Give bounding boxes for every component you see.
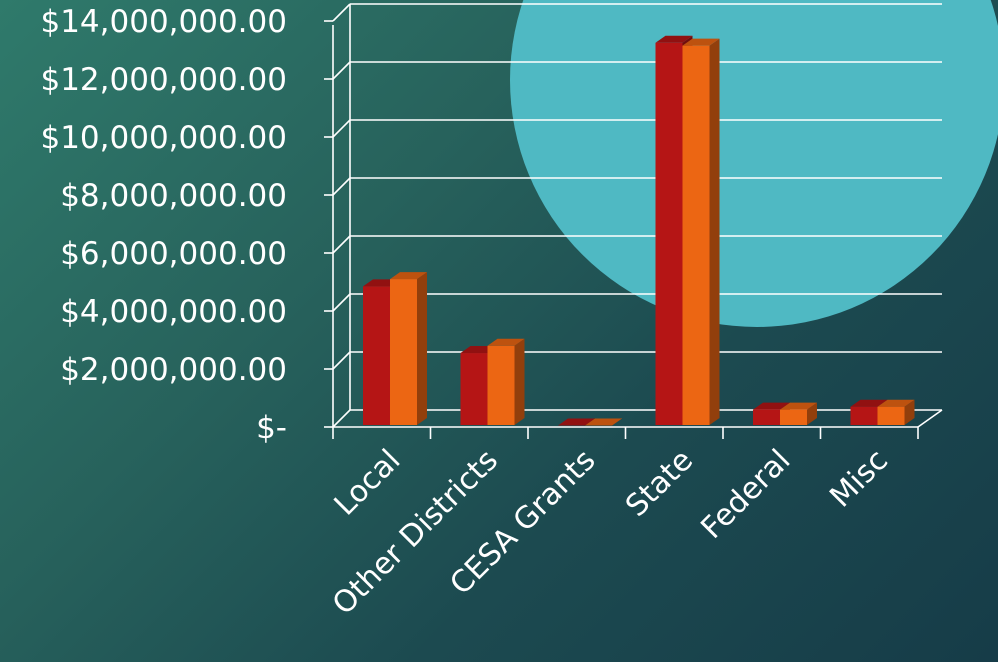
- x-tick-label: Misc: [823, 443, 895, 515]
- bar-front-face: [487, 345, 515, 425]
- bar: [558, 418, 595, 426]
- bar-top-face: [877, 399, 915, 407]
- depth-connector: [332, 3, 351, 22]
- bar-top-face: [487, 338, 525, 346]
- x-tick-label: Federal: [694, 443, 797, 546]
- y-tick-label: $2,000,000.00: [60, 352, 287, 388]
- bar-layer: [363, 35, 915, 426]
- x-tick-label: Local: [328, 443, 408, 523]
- bar: [390, 272, 427, 425]
- bar-side-face: [417, 272, 427, 425]
- bar-side-face: [514, 338, 525, 425]
- bar-top-face: [850, 399, 888, 407]
- bar-front-face: [390, 279, 417, 425]
- y-tick-label: $8,000,000.00: [60, 178, 287, 214]
- y-tick-label: $10,000,000.00: [40, 120, 287, 156]
- bar: [780, 402, 817, 425]
- bar-front-face: [877, 406, 905, 425]
- axis-layer: [324, 3, 943, 439]
- bar: [877, 399, 915, 425]
- x-tick-label: Other Districts: [326, 443, 505, 622]
- bar-side-face: [904, 399, 915, 425]
- bar-front-face: [460, 353, 488, 425]
- bar-front-face: [780, 409, 807, 425]
- bar: [487, 338, 525, 425]
- x-tick-label: State: [619, 443, 700, 524]
- bar-top-face: [655, 35, 693, 43]
- y-tick-label: $12,000,000.00: [40, 62, 287, 98]
- depth-connector: [332, 351, 351, 370]
- bar-front-face: [655, 42, 683, 425]
- y-tick-labels: $- $2,000,000.00 $4,000,000.00 $6,000,000.0…: [40, 4, 287, 446]
- y-tick-label: $6,000,000.00: [60, 236, 287, 272]
- bar: [585, 418, 622, 426]
- bar-side-face: [807, 402, 817, 425]
- grid-layer: [350, 3, 942, 411]
- depth-connector: [332, 293, 351, 312]
- bar-front-face: [850, 406, 878, 425]
- y-tick-label: $-: [256, 410, 287, 446]
- bar-top-face: [390, 272, 427, 280]
- depth-connector: [332, 409, 351, 428]
- depth-connector: [332, 177, 351, 196]
- depth-connector: [332, 119, 351, 138]
- bar-side-face: [709, 38, 720, 426]
- decorative-circle: [510, 0, 998, 327]
- bar-top-face: [682, 38, 720, 46]
- bar-top-face: [753, 402, 790, 410]
- bar-front-face: [682, 45, 710, 426]
- bar-front-face: [363, 286, 390, 425]
- bar-top-face: [558, 418, 595, 426]
- bar-top-face: [780, 402, 817, 410]
- depth-connector: [332, 61, 351, 80]
- depth-connector: [332, 235, 351, 254]
- bar-top-face: [585, 418, 622, 426]
- y-tick-label: $14,000,000.00: [40, 4, 287, 40]
- floor-depth-edge: [917, 409, 943, 428]
- bar-front-face: [753, 409, 780, 425]
- y-tick-label: $4,000,000.00: [60, 294, 287, 330]
- bar: [682, 38, 720, 426]
